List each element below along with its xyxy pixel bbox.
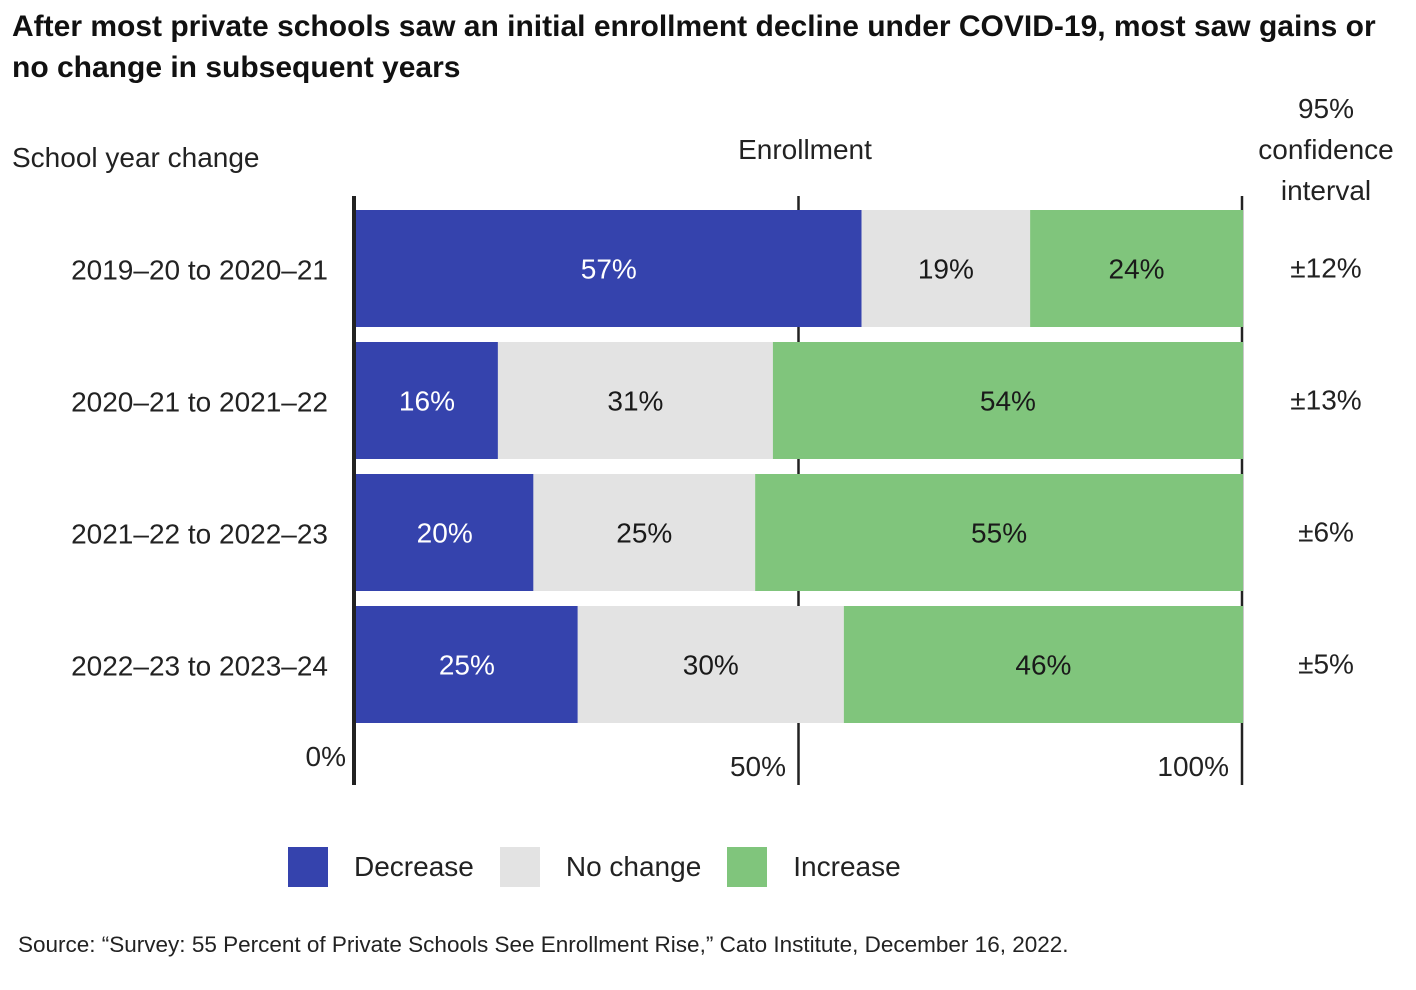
source-note: Source: “Survey: 55 Percent of Private S… xyxy=(18,932,1069,957)
legend-label-decrease: Decrease xyxy=(354,851,474,882)
bar-decrease xyxy=(356,210,862,327)
bar-value-label: 25% xyxy=(439,650,495,681)
bar-no-change xyxy=(533,474,756,591)
bar-value-label: 24% xyxy=(1109,254,1165,285)
bar-value-label: 19% xyxy=(918,254,974,285)
bar-increase xyxy=(1030,210,1243,327)
category-label: 2022–23 to 2023–24 xyxy=(71,651,328,682)
bar-decrease xyxy=(356,474,534,591)
ci-value: ±12% xyxy=(1290,253,1361,284)
legend-swatch-increase xyxy=(727,847,768,887)
bar-value-label: 55% xyxy=(971,518,1027,549)
ci-header-line: interval xyxy=(1280,175,1372,206)
ci-header-line: 95% xyxy=(1297,93,1355,124)
bar-value-label: 16% xyxy=(399,386,455,417)
legend-label-no-change: No change xyxy=(565,851,702,882)
legend: Decrease No change Increase xyxy=(288,846,927,888)
bar-no-change xyxy=(577,606,844,723)
x-tick-label: 0% xyxy=(306,741,346,772)
ci-value: ±13% xyxy=(1290,385,1361,416)
ci-value: ±6% xyxy=(1298,517,1354,548)
ci-value: ±5% xyxy=(1298,649,1354,680)
bar-no-change xyxy=(861,210,1031,327)
bar-value-label: 31% xyxy=(607,386,663,417)
x-axis-title: Enrollment xyxy=(738,134,872,165)
bar-increase xyxy=(843,606,1243,723)
ci-header-line: confidence xyxy=(1258,134,1394,165)
bar-value-label: 30% xyxy=(683,650,739,681)
category-label: 2019–20 to 2020–21 xyxy=(71,255,328,286)
ci-column-header: 95% confidence interval xyxy=(1236,88,1416,211)
bar-decrease xyxy=(356,606,578,723)
x-tick-label: 100% xyxy=(1157,751,1229,782)
bar-value-label: 25% xyxy=(616,518,672,549)
legend-label-increase: Increase xyxy=(793,851,901,882)
bar-value-label: 54% xyxy=(980,386,1036,417)
category-label: 2021–22 to 2022–23 xyxy=(71,519,328,550)
bar-no-change xyxy=(497,342,773,459)
category-label: 2020–21 to 2021–22 xyxy=(71,387,328,418)
y-axis-title: School year change xyxy=(12,142,260,173)
x-tick-label: 50% xyxy=(730,751,786,782)
bar-value-label: 57% xyxy=(581,254,637,285)
chart-title: After most private schools saw an initia… xyxy=(12,10,1376,84)
bar-decrease xyxy=(356,342,498,459)
legend-item-decrease: Decrease xyxy=(288,847,474,887)
bar-value-label: 46% xyxy=(1015,650,1071,681)
legend-item-no-change: No change xyxy=(499,847,702,887)
bar-increase xyxy=(755,474,1243,591)
legend-item-increase: Increase xyxy=(727,847,901,887)
bar-increase xyxy=(772,342,1243,459)
bar-value-label: 20% xyxy=(417,518,473,549)
legend-swatch-decrease xyxy=(288,847,328,887)
legend-swatch-no-change xyxy=(499,847,540,887)
